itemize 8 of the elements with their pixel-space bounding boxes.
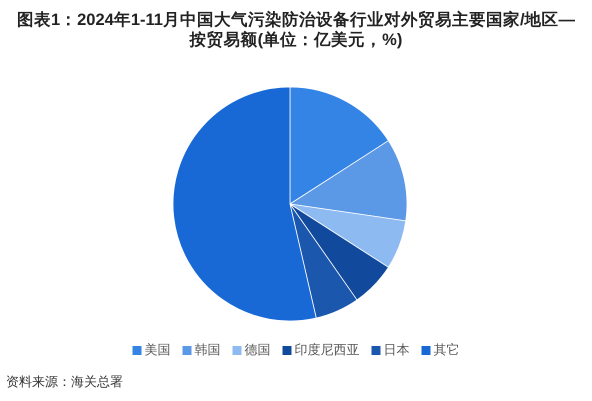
title: 图表1：2024年1-11月中国大气污染防治设备行业对外贸易主要国家/地区—按贸易额(单位：亿美元，%) bbox=[16, 11, 576, 49]
legend-label: 其它 bbox=[434, 342, 460, 357]
legend-label: 日本 bbox=[384, 342, 410, 357]
legend-label: 韩国 bbox=[194, 342, 220, 357]
annotation: 资料来源：海关总署 bbox=[6, 374, 123, 389]
legend-label: 美国 bbox=[144, 342, 170, 357]
legend-label: 印度尼西亚 bbox=[294, 342, 360, 357]
legend-label: 德国 bbox=[244, 342, 270, 357]
